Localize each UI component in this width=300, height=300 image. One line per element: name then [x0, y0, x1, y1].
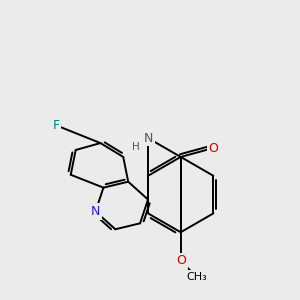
Text: N: N	[91, 205, 100, 218]
Text: F: F	[52, 119, 59, 132]
Text: CH₃: CH₃	[186, 272, 207, 282]
Text: O: O	[176, 254, 186, 268]
Text: H: H	[132, 142, 140, 152]
Text: O: O	[208, 142, 218, 154]
Text: N: N	[143, 132, 153, 145]
